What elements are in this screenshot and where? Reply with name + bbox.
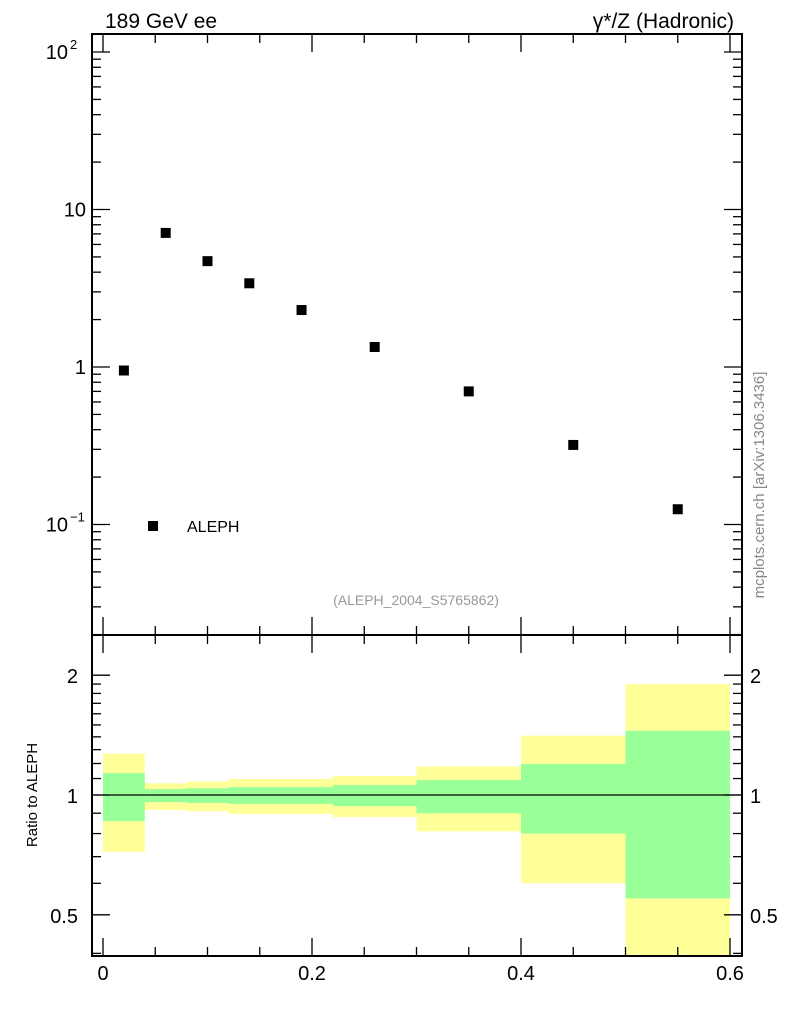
main-y-tick-label: 1 (75, 357, 86, 379)
main-y-tick-label: 10 (46, 515, 68, 537)
data-point (118, 365, 129, 376)
ratio-y-tick-label-left: 0.5 (50, 906, 78, 928)
x-tick-label: 0.4 (507, 963, 535, 985)
data-point (244, 278, 255, 289)
inner-band-bin (416, 780, 521, 814)
main-y-tick-label: 10 (64, 200, 86, 222)
main-y-tick-exponent: −1 (70, 510, 85, 525)
data-point (296, 305, 307, 316)
inner-band-bin (521, 764, 626, 834)
x-tick-label: 0.6 (716, 963, 744, 985)
data-points (118, 227, 683, 515)
inner-band-bin (625, 730, 730, 899)
ratio-y-tick-label-right: 0.5 (750, 906, 778, 928)
data-point (463, 386, 474, 397)
data-point (160, 227, 171, 238)
ratio-y-tick-label-left: 2 (67, 666, 78, 688)
ratio-bands (103, 684, 730, 956)
ratio-y-tick-label-right: 1 (750, 786, 761, 808)
title-left: 189 GeV ee (105, 10, 217, 33)
axis-ticks (92, 34, 742, 956)
x-tick-label: 0 (97, 963, 108, 985)
ratio-frame (91, 634, 743, 957)
main-y-tick-exponent: 2 (70, 37, 77, 52)
inner-band-bin (103, 773, 145, 822)
ratio-y-tick-label-right: 2 (750, 666, 761, 688)
main-y-tick-label: 10 (46, 42, 68, 64)
main-frame (91, 33, 743, 636)
data-point (369, 341, 380, 352)
x-tick-label: 0.2 (298, 963, 326, 985)
legend-marker (148, 521, 158, 531)
ratio-y-tick-label-left: 1 (67, 786, 78, 808)
data-point (202, 256, 213, 267)
mcplots-side-label: mcplots.cern.ch [arXiv:1306.3436] (751, 372, 768, 599)
title-right: γ*/Z (Hadronic) (593, 10, 734, 33)
ratio-ylabel: Ratio to ALEPH (24, 743, 41, 847)
data-point (568, 439, 579, 450)
analysis-watermark: (ALEPH_2004_S5765862) (333, 592, 499, 608)
data-point (672, 504, 683, 515)
legend-label: ALEPH (187, 519, 239, 536)
